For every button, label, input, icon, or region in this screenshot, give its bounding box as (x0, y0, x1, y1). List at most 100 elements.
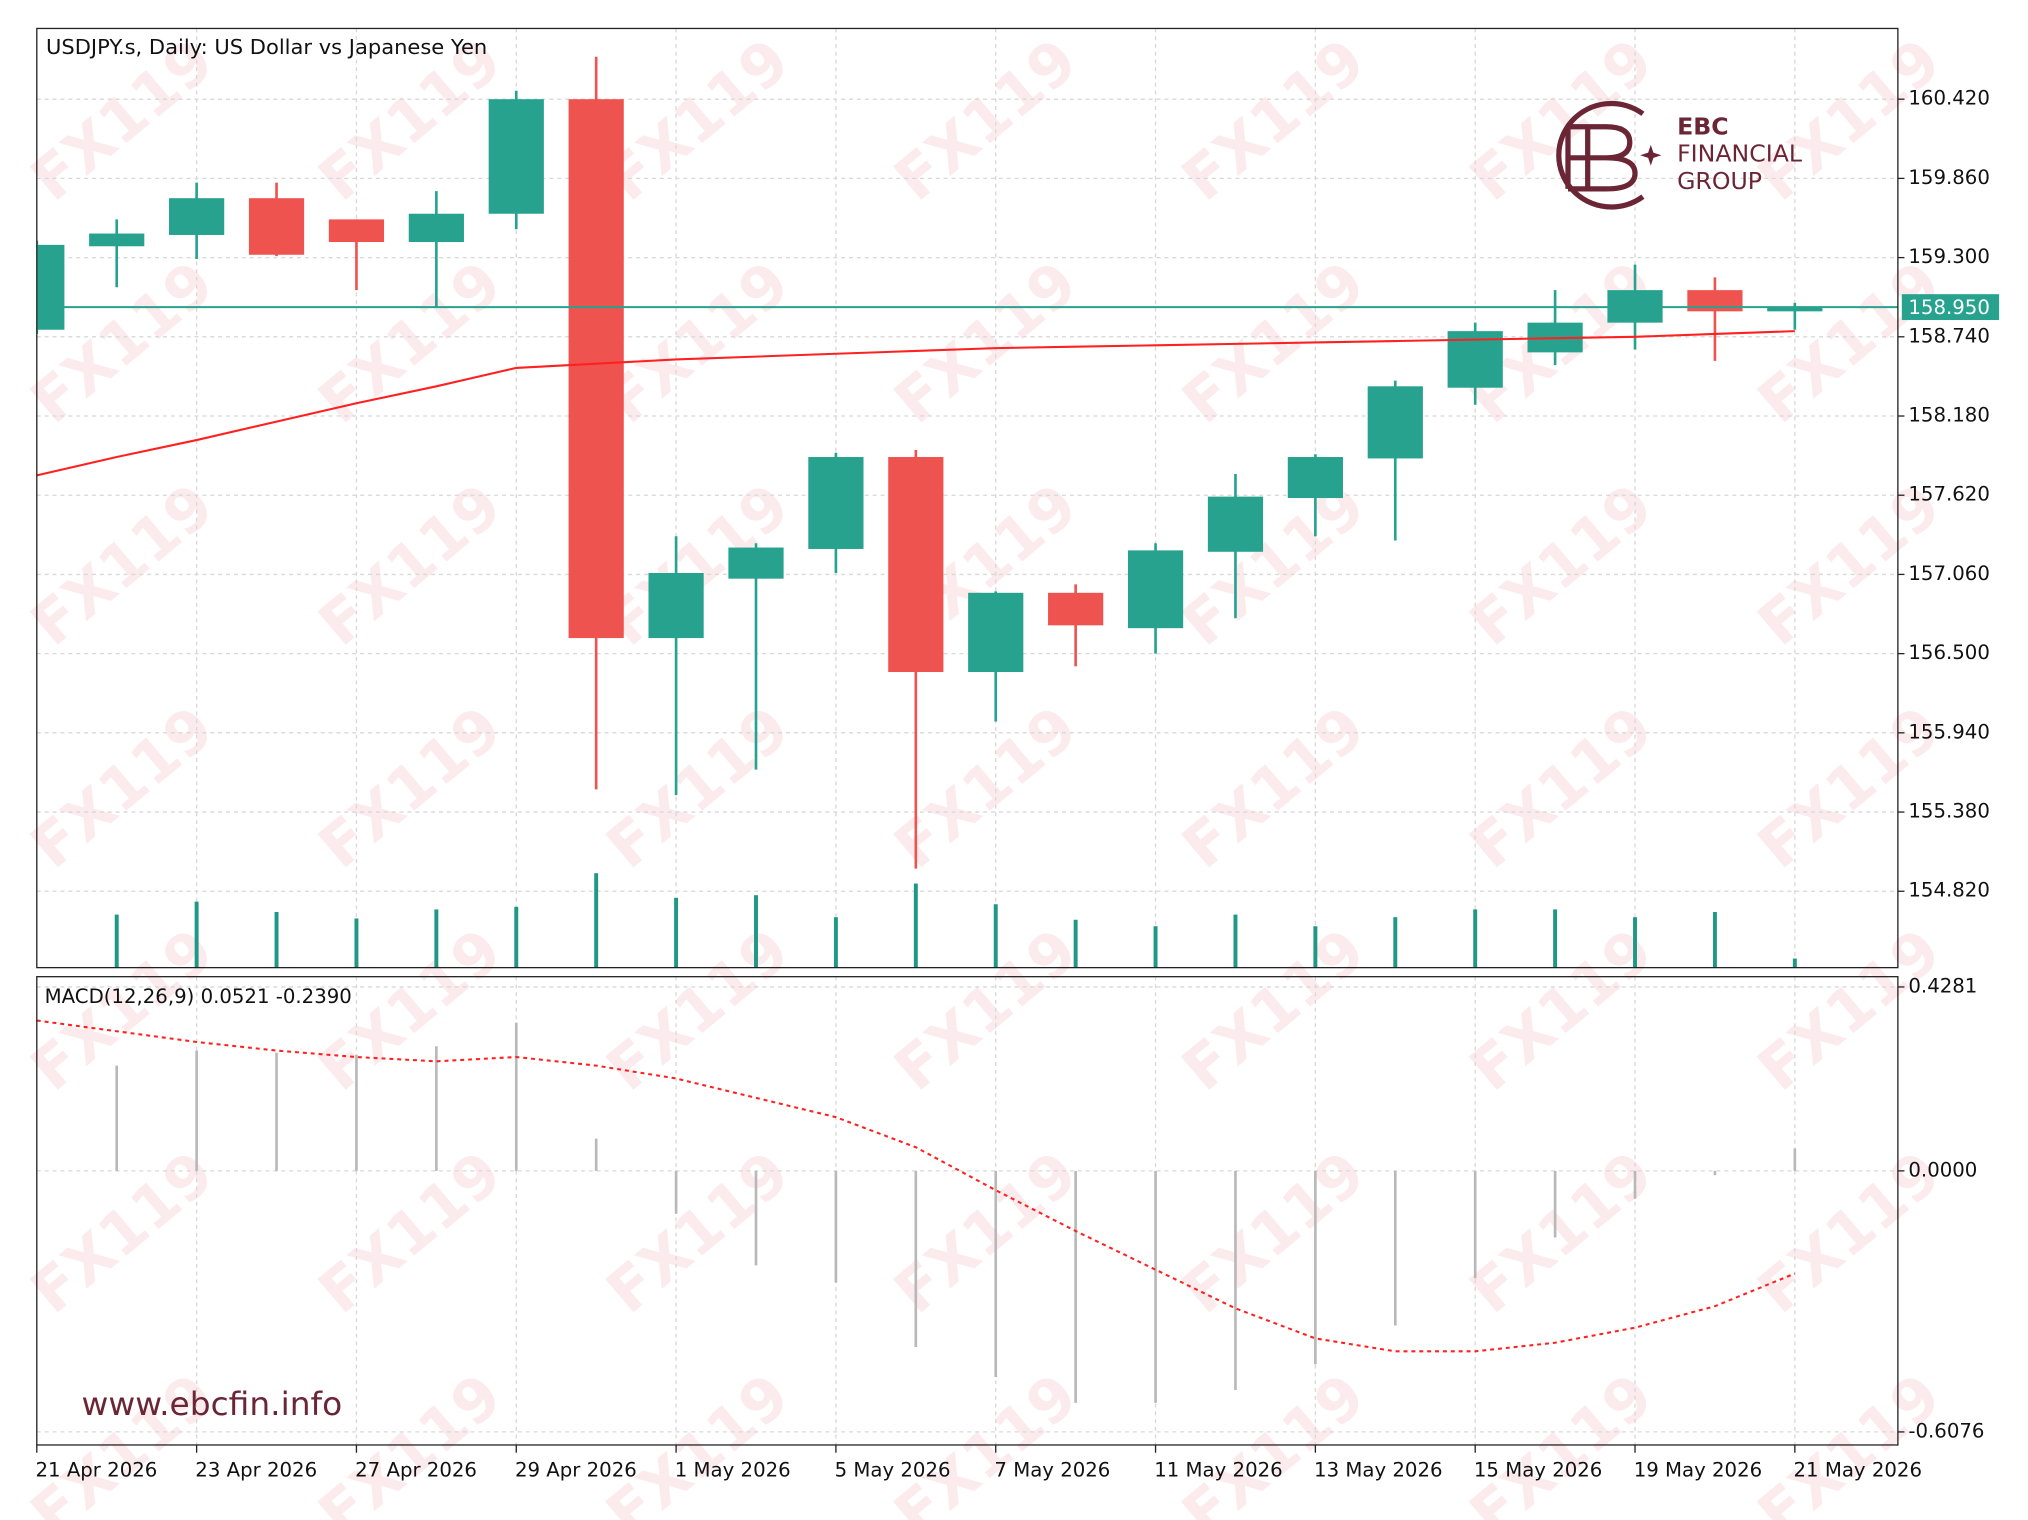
x-tick-label: 5 May 2026 (835, 1458, 951, 1481)
candle-body (328, 219, 385, 243)
macd-panel (36, 1019, 1797, 1403)
volume-bar (993, 904, 998, 968)
candle-body (488, 99, 544, 214)
y-tick-label: 158.180 (1908, 404, 1989, 427)
candle-body (248, 198, 305, 255)
volume-bar (1473, 909, 1478, 968)
macd-histogram-bar (994, 1170, 998, 1378)
macd-signal-line (36, 1019, 1796, 1353)
candle-body (808, 457, 864, 549)
y-tick-label: -0.6076 (1908, 1420, 1984, 1443)
volume-bar (194, 901, 199, 968)
logo: EBC FINANCIAL GROUP (1556, 100, 1802, 210)
logo-star (1640, 144, 1662, 166)
volume-bar (674, 897, 679, 968)
x-tick-label: 1 May 2026 (675, 1458, 791, 1481)
candle-body (408, 213, 464, 243)
macd-histogram-bar (1074, 1170, 1077, 1403)
y-tick-label: 158.740 (1908, 324, 1989, 347)
x-tick-label: 23 Apr 2026 (195, 1458, 317, 1481)
macd-frame (36, 976, 1899, 1446)
last-price-box (1901, 294, 2000, 321)
x-tick-label: 29 Apr 2026 (515, 1458, 637, 1481)
y-tick-label: 159.300 (1908, 245, 1989, 268)
macd-label: MACD(12,26,9) 0.0521 -0.2390 (45, 985, 352, 1008)
moving-average (36, 330, 1795, 477)
volume-bar (354, 918, 359, 968)
y-tick-label: 154.820 (1908, 879, 1989, 902)
volume-bar (754, 895, 758, 968)
volume-bar (434, 909, 439, 968)
volume-bar (274, 912, 279, 968)
x-tick-label: 11 May 2026 (1154, 1458, 1282, 1481)
macd-histogram-bar (1393, 1170, 1397, 1326)
logo-text: EBC (1677, 113, 1729, 141)
candle-body (568, 99, 624, 639)
macd-histogram-bar (1793, 1148, 1797, 1171)
volume-bar (1313, 926, 1318, 968)
x-tick-label: 7 May 2026 (994, 1458, 1110, 1481)
macd-histogram-bar (914, 1170, 918, 1348)
macd-histogram-bar (674, 1170, 678, 1214)
x-tick-label: 19 May 2026 (1634, 1458, 1762, 1481)
macd-histogram-bar (355, 1054, 358, 1171)
candle-body (1287, 457, 1343, 499)
volume-bar (1153, 926, 1158, 968)
x-tick-label: 13 May 2026 (1314, 1458, 1442, 1481)
volume-bar (1393, 917, 1398, 968)
y-tick-label: 160.420 (1908, 87, 1989, 110)
y-tick-label: 0.4281 (1908, 975, 1977, 998)
candle-body (1207, 496, 1264, 552)
candle-body (648, 573, 704, 639)
volume-bar (1553, 909, 1558, 968)
y-tick-label: 159.860 (1908, 166, 1989, 189)
macd-histogram-bar (1234, 1170, 1237, 1390)
axes: 160.420 159.860 159.300 158.740 158.180 157.6… (35, 87, 2000, 1481)
volume-bar (1073, 919, 1078, 968)
macd-histogram-bar (275, 1052, 278, 1171)
logo-ring (1556, 100, 1645, 210)
candle-body (89, 233, 145, 247)
last-price-label: 158.950 (1908, 296, 1989, 319)
macd-histogram-bar (1473, 1170, 1477, 1279)
y-tick-label: 157.060 (1908, 562, 1989, 585)
y-tick-label: 157.620 (1908, 483, 1989, 506)
volume-bar (833, 917, 838, 968)
volume-bar (1233, 914, 1238, 968)
volume-bar (1712, 912, 1717, 968)
logo-mark (1565, 124, 1638, 192)
candle-body (968, 592, 1024, 673)
volume-bar (1792, 958, 1797, 968)
candle-body (169, 198, 225, 235)
macd-histogram-bar (1633, 1170, 1637, 1199)
price-panel (36, 56, 1898, 968)
candle-body (36, 244, 65, 330)
macd-histogram-bar (115, 1065, 119, 1171)
volume-bar (114, 914, 119, 968)
logo-text: FINANCIAL (1677, 140, 1802, 168)
macd-histogram-bar (1154, 1170, 1157, 1403)
candle-body (1127, 550, 1184, 629)
macd-histogram-bar (514, 1022, 518, 1171)
volume-bar (594, 873, 599, 968)
macd-histogram-bar (834, 1170, 838, 1283)
y-tick-label: 155.380 (1908, 800, 1989, 823)
candle-body (728, 547, 784, 579)
x-tick-label: 21 May 2026 (1794, 1458, 1922, 1481)
volume-bar (913, 883, 918, 968)
y-tick-label: 155.940 (1908, 720, 1989, 743)
volume-bar (514, 906, 519, 968)
candle-body (1767, 307, 1823, 312)
chart-title: USDJPY.s, Daily: US Dollar vs Japanese Y… (46, 35, 487, 59)
candle-body (1687, 290, 1743, 312)
y-tick-label: 156.500 (1908, 641, 1989, 664)
macd-histogram-bar (1314, 1170, 1317, 1365)
logo-text: GROUP (1677, 167, 1762, 195)
candle-body (1048, 592, 1104, 626)
candle-body (1367, 386, 1423, 459)
macd-histogram-bar (1553, 1170, 1557, 1238)
price-frame (36, 27, 1899, 969)
volume-bar (1633, 917, 1637, 968)
macd-histogram-bar (195, 1050, 198, 1171)
